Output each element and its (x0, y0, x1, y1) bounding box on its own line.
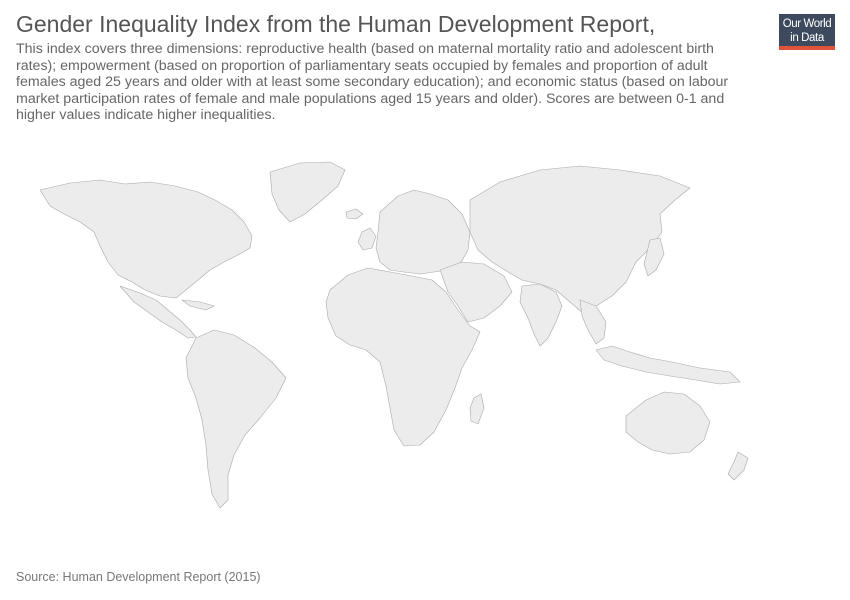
world-map[interactable] (0, 150, 850, 530)
region-caribbean[interactable] (181, 299, 215, 311)
region-central-america[interactable] (119, 285, 197, 339)
region-japan[interactable] (643, 237, 665, 277)
region-europe[interactable] (375, 189, 471, 275)
chart-header: Gender Inequality Index from the Human D… (16, 10, 756, 124)
region-north-america[interactable] (39, 179, 253, 299)
region-greenland[interactable] (269, 161, 346, 223)
region-africa[interactable] (325, 267, 481, 447)
region-madagascar[interactable] (469, 393, 485, 425)
region-india[interactable] (519, 283, 563, 347)
region-southeast-asia[interactable] (579, 299, 607, 345)
logo-line-2: in Data (790, 32, 824, 44)
source-note: Source: Human Development Report (2015) (16, 570, 261, 584)
region-uk[interactable] (357, 227, 377, 251)
region-south-america[interactable] (185, 329, 287, 509)
chart-subtitle: This index covers three dimensions: repr… (16, 41, 729, 123)
region-asia[interactable] (469, 165, 691, 315)
logo-line-1: Our World (782, 18, 832, 30)
region-new-zealand[interactable] (727, 451, 749, 481)
region-australia[interactable] (625, 391, 711, 455)
chart-title: Gender Inequality Index from the Human D… (16, 11, 656, 37)
region-middle-east[interactable] (439, 261, 513, 323)
region-southeast-asia-islands[interactable] (595, 345, 741, 385)
owid-logo[interactable]: Our World in Data (779, 14, 835, 50)
region-iceland[interactable] (345, 208, 364, 220)
